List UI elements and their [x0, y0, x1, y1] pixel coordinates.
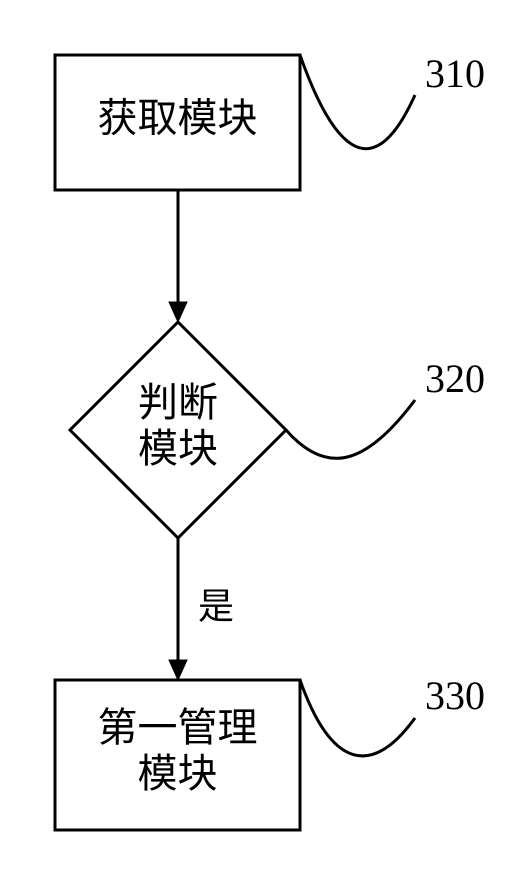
flow-node-n320: 判断模块 320: [70, 322, 485, 538]
arrowhead-icon: [169, 302, 187, 322]
reference-number: 310: [425, 51, 485, 96]
node-label: 模块: [138, 751, 218, 796]
edge-label: 是: [198, 586, 234, 626]
node-label: 模块: [138, 426, 218, 471]
arrowhead-icon: [169, 660, 187, 680]
flow-edge-e1: [169, 190, 187, 322]
node-label: 第一管理: [98, 705, 258, 750]
flow-edge-e2: 是: [169, 538, 234, 680]
reference-number: 330: [425, 673, 485, 718]
leader-line: [300, 55, 415, 149]
leader-line: [300, 680, 415, 756]
node-label: 判断: [138, 380, 218, 425]
flow-node-n330: 第一管理模块 330: [55, 673, 485, 830]
node-label: 获取模块: [98, 96, 258, 141]
leader-line: [286, 400, 415, 458]
reference-number: 320: [425, 356, 485, 401]
flow-node-n310: 获取模块 310: [55, 51, 485, 190]
